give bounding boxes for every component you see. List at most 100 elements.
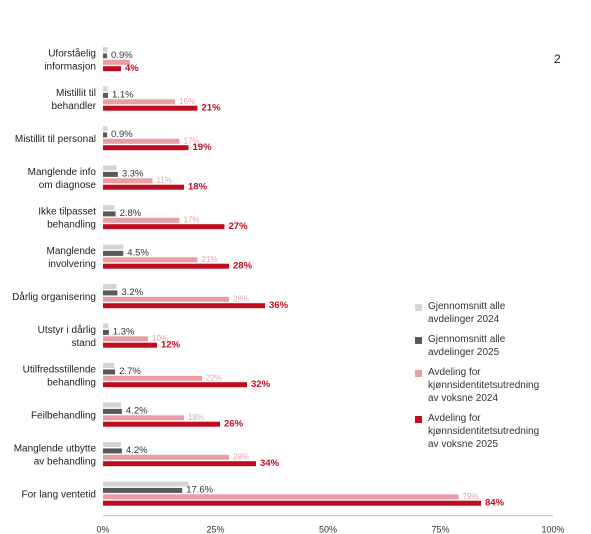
data-label: 26% [224, 419, 244, 430]
legend-label: Gjennomsnitt alle avdelinger 2024 [428, 301, 506, 325]
data-label: 28% [233, 453, 249, 462]
category-label: Manglende info [28, 167, 97, 178]
category-label: om diagnose [39, 180, 97, 191]
data-label: 18% [188, 182, 208, 193]
bar [103, 250, 124, 256]
legend-item: Avdeling for kjønnsidentitetsutredning av … [415, 412, 585, 451]
bar [103, 421, 220, 427]
bar [103, 369, 116, 375]
data-label: 4.2% [126, 406, 148, 417]
category-label: Mistillit til [56, 88, 96, 99]
data-label: 27% [229, 221, 249, 232]
category-label: Mistillit til personal [15, 134, 96, 145]
data-label: 17% [184, 137, 200, 146]
legend-swatch [415, 304, 422, 311]
data-label: 21% [202, 103, 222, 114]
bar [103, 145, 189, 151]
legend-item: Gjennomsnitt alle avdelinger 2025 [415, 333, 585, 359]
chart-legend: Gjennomsnitt alle avdelinger 2024 Gjennoms… [415, 300, 585, 458]
legend-label: Gjennomsnitt alle avdelinger 2025 [428, 334, 506, 358]
bar [103, 303, 265, 309]
data-label: 36% [269, 300, 289, 311]
bar [103, 375, 202, 381]
bar [103, 454, 229, 460]
bar [103, 481, 189, 487]
bar [103, 184, 184, 190]
bar [103, 415, 184, 421]
bar [103, 402, 121, 408]
bar [103, 165, 117, 171]
bar [103, 257, 198, 263]
bar [103, 323, 109, 329]
category-label: Manglende utbytte [14, 444, 97, 455]
data-label: 0.9% [111, 50, 133, 61]
data-label: 34% [260, 458, 280, 469]
bar [103, 342, 157, 348]
category-label: av behandling [34, 457, 96, 468]
bar [103, 408, 122, 414]
data-label: 22% [206, 374, 222, 383]
bar [103, 211, 116, 217]
legend-item: Gjennomsnitt alle avdelinger 2024 [415, 300, 585, 326]
bar [103, 171, 118, 177]
bar [103, 224, 225, 230]
bar [103, 382, 247, 388]
legend-label: Avdeling for kjønnsidentitetsutredning av … [428, 367, 540, 404]
x-tick-label: 25% [206, 525, 224, 534]
category-label: Utilfredsstillende [23, 365, 97, 376]
bar [103, 494, 459, 500]
x-tick-label: 75% [431, 525, 449, 534]
bar [103, 126, 108, 131]
bar [103, 205, 115, 210]
data-label: 32% [251, 379, 271, 390]
data-label: 4.5% [127, 248, 149, 259]
bar [103, 99, 175, 105]
bar [103, 244, 124, 250]
bar [103, 500, 481, 506]
x-tick-label: 50% [319, 525, 337, 534]
category-label: Feilbehandling [31, 411, 96, 422]
bar [103, 178, 153, 184]
data-label: 2.8% [120, 208, 142, 219]
bar [103, 86, 108, 92]
category-label: behandling [47, 378, 96, 389]
bar [103, 296, 229, 302]
category-label: behandler [52, 101, 97, 112]
bar [103, 138, 180, 144]
bar [103, 59, 130, 65]
bar [103, 442, 121, 447]
data-label: 4.2% [126, 445, 148, 456]
data-label: 17% [184, 216, 200, 225]
bar [103, 217, 180, 223]
bar [103, 461, 256, 467]
data-label: 28% [233, 261, 253, 272]
page-number: 2 [554, 52, 561, 66]
category-label: For lang ventetid [22, 490, 97, 501]
data-label: 1.1% [112, 90, 134, 101]
data-label: 4% [125, 63, 139, 74]
bar [103, 284, 117, 289]
data-label: 16% [179, 97, 195, 106]
category-label: Utstyr i dårlig [38, 324, 96, 336]
data-label: 3.2% [121, 287, 143, 298]
bar [103, 487, 183, 493]
data-label: 0.9% [111, 129, 133, 140]
data-label: 79% [463, 492, 479, 501]
x-tick-label: 0% [96, 525, 109, 534]
category-label: Manglende [47, 246, 97, 257]
bar [103, 47, 108, 52]
bar [103, 105, 198, 111]
data-label: 12% [161, 340, 181, 351]
bar [103, 263, 229, 269]
data-label: 28% [233, 295, 249, 304]
bar [103, 448, 122, 454]
bar [103, 363, 115, 368]
bar [103, 336, 148, 342]
data-label: 2.7% [119, 366, 141, 377]
category-label: Dårlig organisering [12, 291, 96, 303]
bar [103, 290, 118, 296]
bar [103, 66, 121, 72]
legend-item: Avdeling for kjønnsidentitetsutredning av … [415, 366, 585, 405]
category-label: behandling [47, 220, 96, 231]
